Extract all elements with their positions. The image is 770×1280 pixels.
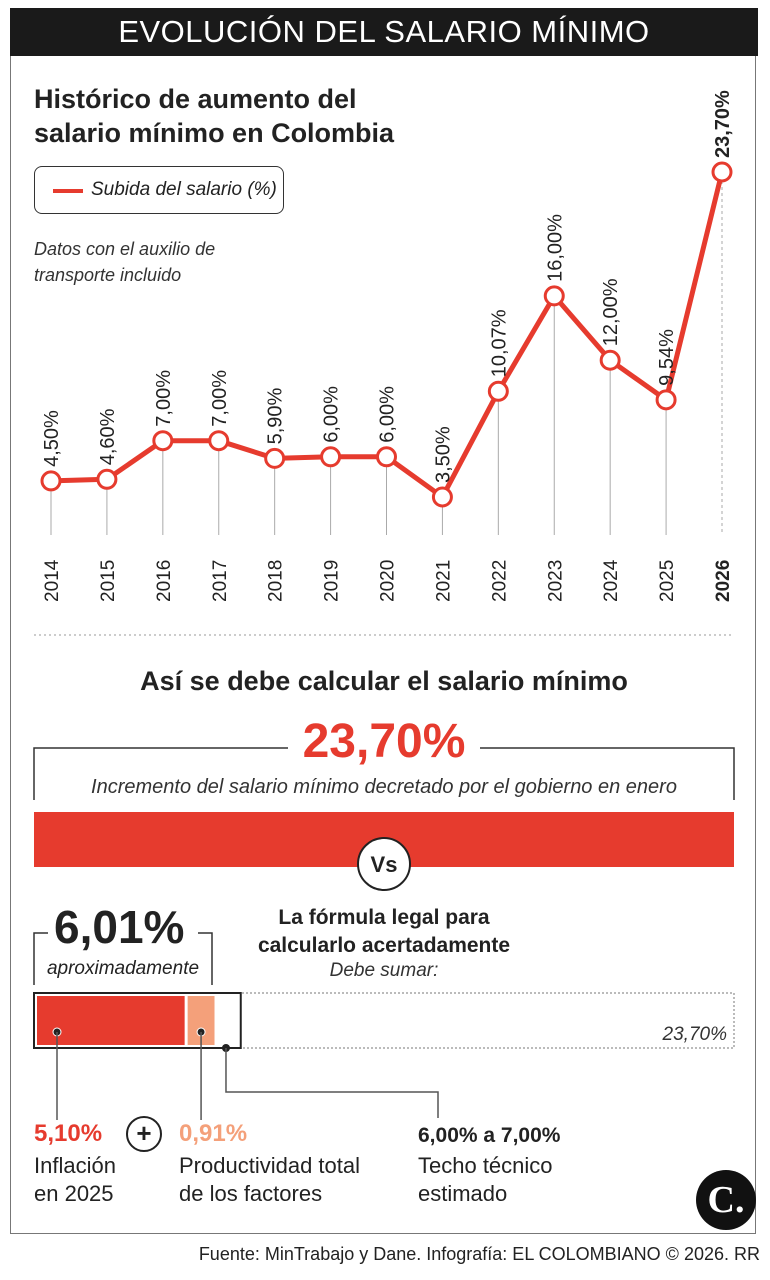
formula-subtitle: Debe sumar: xyxy=(329,960,439,981)
decreed-value: 23,70% xyxy=(302,715,466,768)
data-point xyxy=(599,349,621,371)
data-point xyxy=(655,389,677,411)
productivity-value: 0,91% xyxy=(179,1120,248,1147)
approx-caption: aproximadamente xyxy=(46,958,200,979)
x-tick-label: 2018 xyxy=(266,560,287,602)
ceiling-label: Techo técnico estimado xyxy=(418,1153,553,1206)
x-tick-label: 2022 xyxy=(489,560,510,602)
value-label: 4,50% xyxy=(41,410,63,467)
approx-bracket xyxy=(33,932,213,985)
data-point xyxy=(376,446,397,468)
section-title: Así se debe calcular el salario mínimo xyxy=(140,666,628,696)
x-tick-label: 2017 xyxy=(210,560,231,602)
data-point xyxy=(487,380,509,402)
x-tick-label: 2016 xyxy=(154,560,175,602)
value-label: 4,60% xyxy=(97,408,119,465)
data-point xyxy=(320,446,342,468)
bracket xyxy=(33,747,735,800)
value-label: 10,07% xyxy=(488,309,510,377)
plus-sign: + xyxy=(126,1116,162,1152)
ceiling-box xyxy=(33,992,242,1049)
data-point xyxy=(431,486,453,508)
graphics: 4,50% 2014 4,60% 2015 7,00% 2016 7,00% 2017 5,90… xyxy=(33,90,735,1120)
legend-swatch xyxy=(53,189,83,193)
component-bar xyxy=(37,996,185,1045)
value-label: 3,50% xyxy=(432,426,454,483)
x-tick-label: 2014 xyxy=(42,559,63,602)
value-label: 9,54% xyxy=(656,329,678,386)
vs-circle xyxy=(357,837,411,891)
value-label: 6,00% xyxy=(377,386,399,443)
productivity-label: Productividad total de los factores xyxy=(179,1153,360,1206)
value-label: 7,00% xyxy=(209,370,231,427)
vs-label: Vs xyxy=(371,852,398,877)
pointer-line xyxy=(225,1048,439,1118)
legend: Subida del salario (%) xyxy=(34,166,284,214)
x-tick-label: 2019 xyxy=(322,560,343,602)
inflation-value: 5,10% xyxy=(34,1120,103,1147)
chart-title: Histórico de aumento del salario mínimo … xyxy=(34,84,395,148)
x-tick-label: 2024 xyxy=(601,559,622,602)
value-label: 5,90% xyxy=(265,387,287,444)
x-tick-label: 2021 xyxy=(433,560,454,602)
header-title: EVOLUCIÓN DEL SALARIO MÍNIMO xyxy=(10,8,758,56)
inflation-label: Inflación en 2025 xyxy=(34,1153,116,1206)
data-point xyxy=(208,430,230,452)
value-label: 23,70% xyxy=(712,90,734,158)
value-label: 16,00% xyxy=(544,214,566,282)
data-point xyxy=(264,447,286,469)
data-point xyxy=(152,430,174,452)
approx-value: 6,01% xyxy=(54,901,185,953)
data-point xyxy=(543,285,565,307)
decreed-caption: Incremento del salario mínimo decretado … xyxy=(91,776,677,798)
value-label: 6,00% xyxy=(321,386,343,443)
x-tick-label: 2026 xyxy=(713,560,734,602)
chart-note: Datos con el auxilio de transporte inclu… xyxy=(34,239,216,285)
logo: C. xyxy=(696,1170,756,1230)
data-point xyxy=(711,161,733,183)
data-point xyxy=(96,468,118,490)
formula-title: La fórmula legal para calcularlo acertad… xyxy=(257,906,511,957)
total-label: 23,70% xyxy=(662,1024,727,1045)
footer-source: Fuente: MinTrabajo y Dane. Infografía: E… xyxy=(198,1244,760,1264)
data-point xyxy=(40,470,62,492)
x-tick-label: 2020 xyxy=(378,560,399,602)
value-label: 12,00% xyxy=(600,278,622,346)
x-tick-label: 2015 xyxy=(98,560,119,602)
frame xyxy=(10,56,756,1234)
x-tick-label: 2025 xyxy=(657,560,678,602)
total-bar xyxy=(33,992,735,1049)
value-label: 7,00% xyxy=(153,370,175,427)
ceiling-value: 6,00% a 7,00% xyxy=(418,1124,561,1147)
legend-label: Subida del salario (%) xyxy=(91,179,277,200)
x-tick-label: 2023 xyxy=(545,560,566,602)
